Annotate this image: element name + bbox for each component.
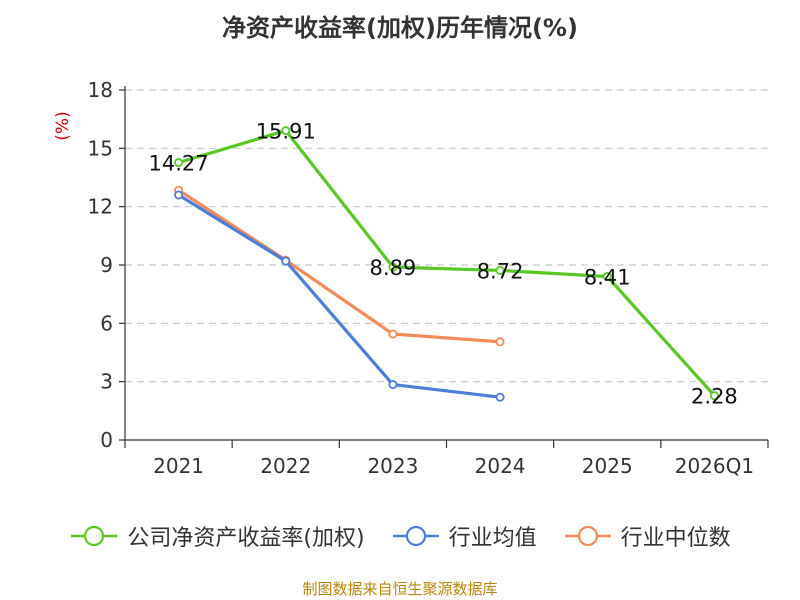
legend-marker-circle [405,525,426,547]
y-tick-label: 9 [100,253,113,277]
series-line [177,188,501,344]
y-tick-label: 18 [88,78,113,102]
y-tick-label: 3 [100,370,113,394]
source-note: 制图数据来自恒生聚源数据库 [302,580,498,598]
data-label: 14.27 [149,152,209,176]
legend: 公司净资产收益率(加权) 行业均值 行业中位数 [0,520,800,552]
data-point [388,262,398,272]
y-tick-label: 15 [88,136,113,160]
legend-item[interactable]: 行业均值 [391,520,537,552]
series-line [178,129,716,397]
data-point [281,126,291,136]
legend-marker [564,525,611,547]
legend-marker-circle [84,525,105,547]
legend-marker [71,525,118,547]
y-tick-label: 0 [100,428,113,452]
data-label: 8.89 [370,256,417,280]
x-tick-label: 2026Q1 [675,454,754,478]
data-point [495,265,505,275]
y-tick-label: 12 [88,195,113,219]
data-point [602,271,612,281]
data-point [281,256,291,266]
x-tick-label: 2024 [475,454,526,478]
x-tick-label: 2021 [153,454,204,478]
data-point [709,391,719,401]
data-point [388,329,398,339]
series-line [177,193,501,399]
data-point [388,380,398,390]
y-tick-label: 6 [100,311,113,335]
legend-item[interactable]: 公司净资产收益率(加权) [69,520,365,552]
data-point [174,158,184,168]
x-tick-label: 2025 [582,454,633,478]
data-label: 2.28 [691,385,738,409]
axes: 0 3 6 9 12 15 18 2021 2022 2023 2024 2025 2026Q1 (%) [53,78,769,478]
data-point [495,337,505,347]
legend-label: 公司净资产收益率(加权) [127,526,365,551]
data-label: 8.72 [477,259,524,283]
legend-item[interactable]: 行业中位数 [563,520,731,552]
y-axis-label: (%) [53,111,73,140]
x-tick-label: 2022 [260,454,311,478]
legend-label: 行业均值 [448,526,537,551]
chart-title: 净资产收益率(加权)历年情况(%) [222,14,578,42]
data-point [174,190,184,200]
x-tick-label: 2023 [367,454,418,478]
series-layer [174,126,719,402]
data-label: 8.41 [584,265,631,289]
legend-marker [392,525,439,547]
legend-label: 行业中位数 [620,526,731,551]
data-labels: 14.27 15.91 8.89 8.72 8.41 2.28 [149,120,738,409]
legend-marker-circle [577,525,598,547]
data-label: 15.91 [256,120,316,144]
data-point [495,392,505,402]
